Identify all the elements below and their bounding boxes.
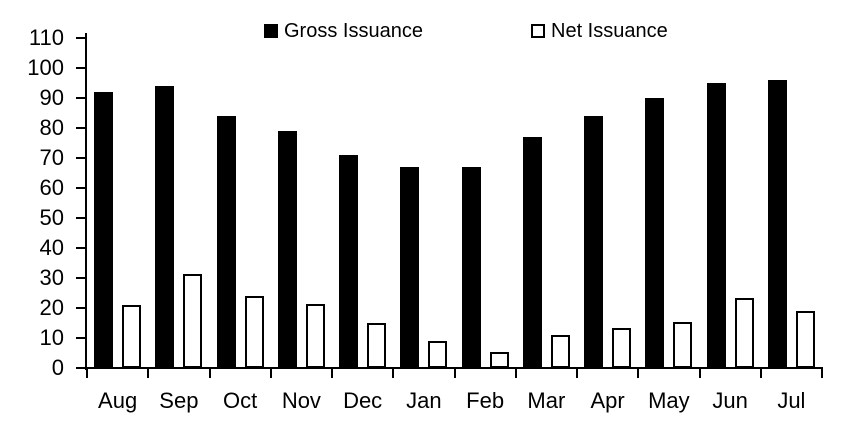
x-axis-tick (759, 368, 762, 378)
y-axis-tick (76, 247, 87, 249)
gross-issuance-swatch-icon (264, 24, 278, 38)
bar-gross-apr (584, 116, 604, 368)
bar-net-feb (489, 351, 509, 368)
bar-net-mar (550, 335, 570, 368)
x-axis-tick (331, 368, 333, 378)
x-axis-label-mar: Mar (527, 388, 566, 413)
x-axis-label-jun: Jun (712, 388, 748, 413)
y-axis-line (85, 33, 87, 370)
y-axis-tick (76, 67, 87, 69)
legend-item-net-issuance: Net Issuance (531, 20, 668, 42)
x-axis-label-jul: Jul (777, 388, 806, 413)
bar-net-jun (734, 297, 754, 368)
x-axis-label-jan: Jan (406, 388, 442, 413)
x-axis-tick (147, 368, 150, 378)
x-axis-label-apr: Apr (590, 388, 625, 413)
y-axis-tick-label: 100 (27, 55, 64, 80)
bar-net-dec (367, 323, 387, 368)
x-axis-label-may: May (648, 388, 690, 413)
y-axis-tick-label: 30 (39, 265, 64, 290)
x-axis-tick (392, 368, 395, 378)
y-axis-tick-label: 70 (39, 145, 64, 170)
y-axis-tick-label: 20 (39, 295, 64, 320)
net-issuance-swatch-icon (531, 24, 545, 38)
bar-gross-oct (216, 116, 236, 368)
bar-net-may (673, 321, 693, 368)
x-axis-label-feb: Feb (466, 388, 505, 413)
bar-gross-mar (522, 137, 542, 368)
bar-net-aug (122, 305, 142, 368)
x-axis-tick (637, 368, 640, 378)
bar-gross-jan (400, 167, 420, 368)
y-axis-tick-label: 60 (39, 175, 64, 200)
bar-gross-may (645, 98, 665, 368)
bar-net-sep (183, 273, 203, 368)
bar-net-oct (244, 296, 264, 368)
y-axis-tick (76, 337, 87, 339)
y-axis-tick-label: 10 (39, 325, 64, 350)
y-axis-tick (76, 187, 87, 189)
y-axis-tick (76, 367, 87, 369)
y-axis-tick (76, 37, 87, 39)
y-axis-tick-label: 0 (51, 355, 64, 380)
bar-net-nov (305, 303, 325, 368)
x-axis-tick (453, 368, 456, 378)
y-axis-tick (76, 157, 87, 159)
x-axis-tick (821, 368, 823, 378)
y-axis-tick-label: 50 (39, 205, 64, 230)
legend-label-gross-issuance: Gross Issuance (284, 20, 423, 42)
y-axis-tick-label: 80 (39, 115, 64, 140)
bar-gross-feb (461, 167, 481, 368)
x-axis-label-sep: Sep (159, 388, 199, 413)
x-axis-label-nov: Nov (281, 388, 321, 413)
y-axis-tick (76, 217, 87, 219)
y-axis-tick (76, 307, 87, 309)
y-axis-tick-label: 90 (39, 85, 64, 110)
x-axis-tick (514, 368, 517, 378)
x-axis-tick (86, 368, 88, 378)
x-axis-tick (269, 368, 272, 378)
bar-gross-dec (339, 155, 359, 368)
bar-gross-nov (277, 131, 297, 368)
bar-gross-jun (706, 83, 726, 368)
bar-net-jul (795, 311, 815, 368)
x-axis-label-aug: Aug (98, 388, 138, 413)
x-axis-label-dec: Dec (343, 388, 383, 413)
bar-net-jan (428, 341, 448, 368)
y-axis-tick (76, 127, 87, 129)
y-axis-tick-label: 40 (39, 235, 64, 260)
y-axis-tick (76, 277, 87, 279)
x-axis-tick (208, 368, 211, 378)
legend-item-gross-issuance: Gross Issuance (264, 20, 423, 42)
x-axis-tick (698, 368, 701, 378)
bar-gross-sep (155, 86, 175, 368)
x-axis-label-oct: Oct (223, 388, 258, 413)
bar-gross-jul (767, 80, 787, 368)
bar-net-apr (612, 327, 632, 368)
y-axis-tick (76, 97, 87, 99)
x-axis-tick (576, 368, 578, 378)
y-axis-tick-label: 110 (28, 25, 64, 50)
legend-label-net-issuance: Net Issuance (551, 20, 668, 42)
bar-gross-aug (94, 92, 114, 368)
